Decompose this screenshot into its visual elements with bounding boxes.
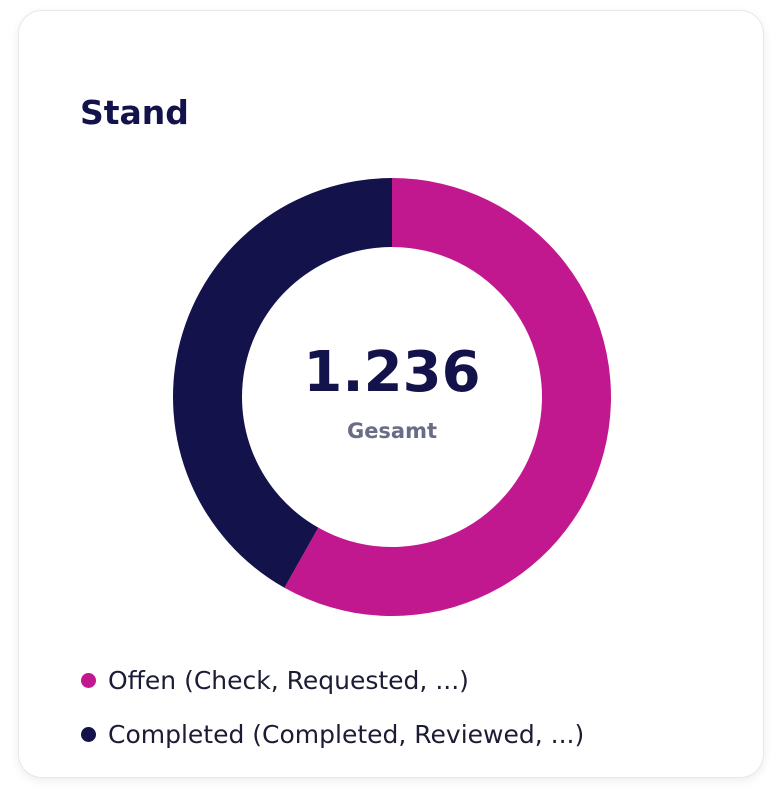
- total-label: Gesamt: [346, 419, 438, 443]
- legend: Offen (Check, Requested, ...) Completed …: [81, 653, 584, 761]
- legend-dot-offen: [81, 672, 96, 688]
- donut-chart: [172, 177, 611, 616]
- chart-card: Stand 1.236 Gesamt Offen (Check, Request…: [18, 10, 764, 778]
- donut-slice-offen[interactable]: [284, 178, 611, 616]
- donut-slice-completed[interactable]: [172, 177, 392, 588]
- legend-item-completed[interactable]: Completed (Completed, Reviewed, ...): [81, 707, 584, 761]
- legend-label-offen: Offen (Check, Requested, ...): [108, 665, 469, 695]
- total-value: 1.236: [303, 340, 481, 405]
- legend-label-completed: Completed (Completed, Reviewed, ...): [108, 719, 585, 749]
- legend-item-offen[interactable]: Offen (Check, Requested, ...): [81, 653, 584, 707]
- legend-dot-completed: [81, 726, 96, 742]
- card-title: Stand: [80, 93, 189, 132]
